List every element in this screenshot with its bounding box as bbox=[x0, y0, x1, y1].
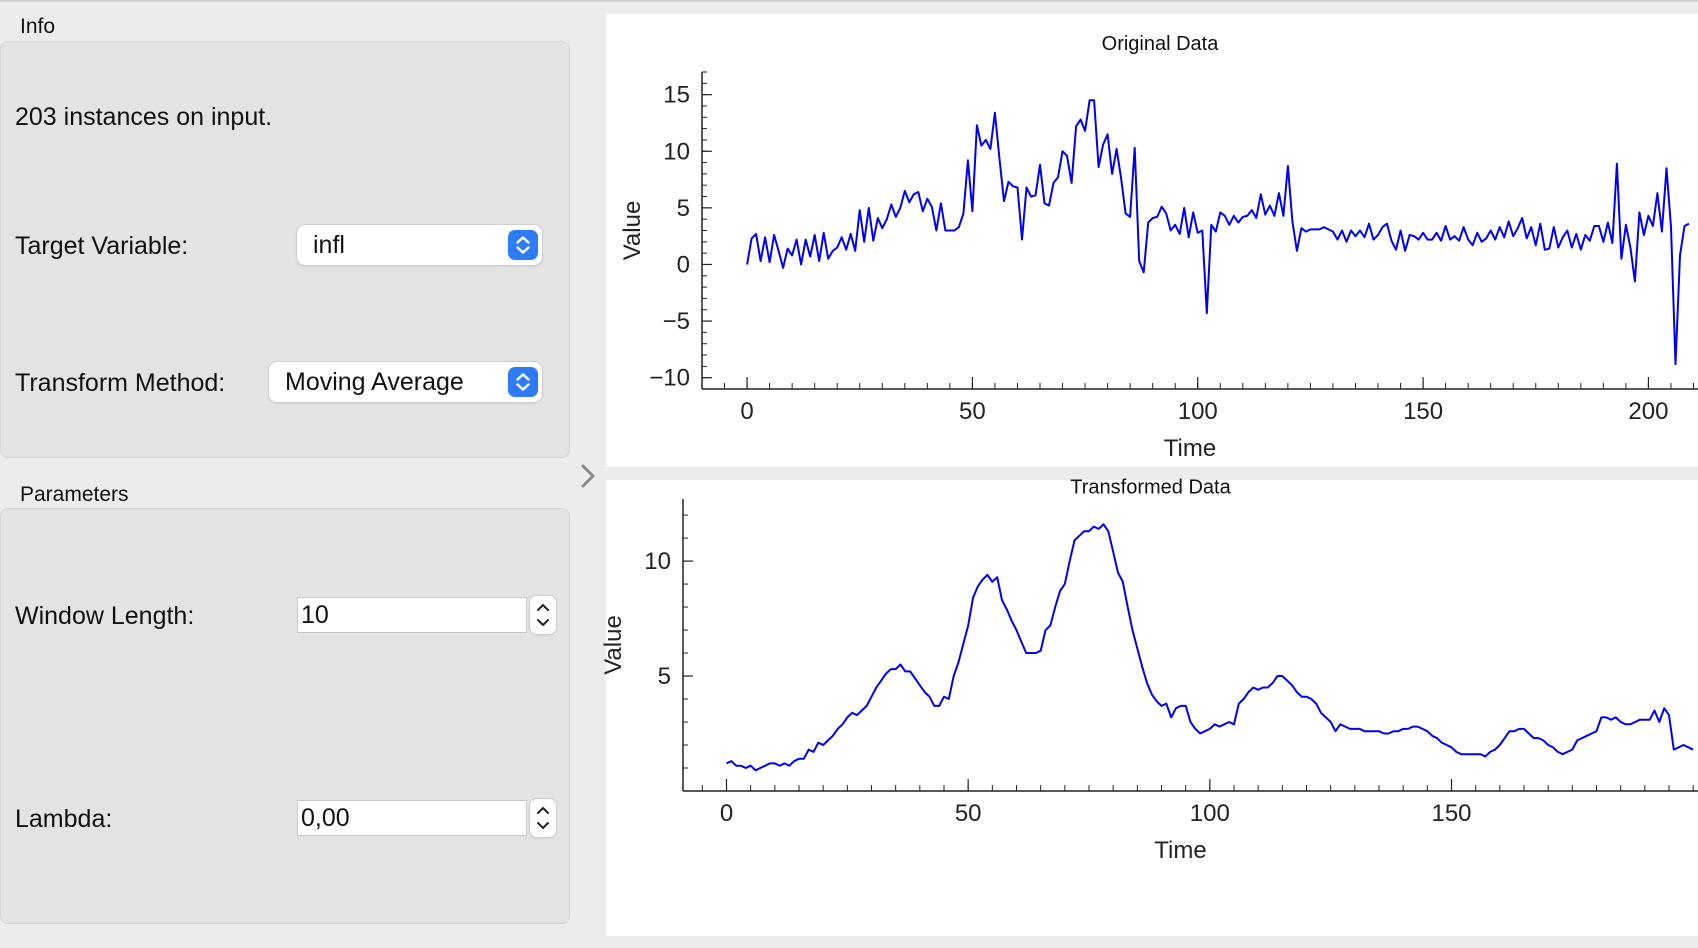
y-axis-label: Value bbox=[600, 615, 627, 675]
lambda-input[interactable]: 0,00 bbox=[298, 801, 526, 835]
original-data-chart: Original Data 0 50 100 150 200 −10 −5 0 5 10 15 Time… bbox=[619, 33, 1698, 462]
y-tick-label: 15 bbox=[663, 82, 690, 109]
y-tick-label: −10 bbox=[649, 365, 690, 392]
stepper-arrows-icon bbox=[537, 807, 549, 829]
x-tick-label: 50 bbox=[955, 800, 982, 827]
x-tick-label: 150 bbox=[1403, 398, 1443, 425]
transform-method-select[interactable]: Moving Average bbox=[269, 362, 542, 402]
select-updown-icon bbox=[508, 367, 538, 397]
x-axis-label: Time bbox=[1164, 435, 1216, 462]
x-tick-label: 150 bbox=[1431, 800, 1471, 827]
window-length-label: Window Length: bbox=[15, 602, 195, 630]
window-top-edge bbox=[0, 0, 1698, 2]
stepper-arrows-icon bbox=[537, 604, 549, 626]
y-tick-label: 0 bbox=[677, 251, 690, 278]
target-variable-label: Target Variable: bbox=[15, 232, 189, 260]
series-line bbox=[746, 99, 1690, 366]
info-group-box: 203 instances on input. Target Variable:… bbox=[0, 41, 570, 458]
y-tick-label: 10 bbox=[644, 548, 671, 575]
chart-title: Original Data bbox=[1102, 33, 1220, 55]
window-length-stepper[interactable] bbox=[530, 596, 556, 634]
x-tick-label: 100 bbox=[1178, 398, 1218, 425]
x-tick-label: 200 bbox=[1628, 398, 1668, 425]
x-tick-label: 0 bbox=[720, 800, 733, 827]
lambda-stepper[interactable] bbox=[530, 799, 556, 837]
original-data-plot[interactable]: Original Data 0 50 100 150 200 −10 −5 0 5 10 15 Time… bbox=[606, 14, 1698, 467]
x-tick-label: 50 bbox=[959, 398, 986, 425]
transform-method-label: Transform Method: bbox=[15, 369, 226, 397]
transform-method-value: Moving Average bbox=[285, 368, 464, 396]
window-length-input[interactable]: 10 bbox=[298, 598, 526, 632]
target-variable-value: infl bbox=[313, 231, 345, 259]
splitter-handle[interactable] bbox=[577, 462, 599, 490]
y-tick-label: 10 bbox=[663, 138, 690, 165]
x-tick-label: 0 bbox=[740, 398, 753, 425]
window-length-value: 10 bbox=[301, 601, 329, 629]
transformed-data-plot[interactable]: Transformed Data 0 50 100 150 5 10 Time Value bbox=[600, 477, 1698, 936]
target-variable-select[interactable]: infl bbox=[297, 225, 542, 265]
chevron-right-icon bbox=[581, 464, 595, 488]
info-group-title: Info bbox=[20, 15, 56, 38]
select-updown-icon bbox=[508, 230, 538, 260]
y-axis-label: Value bbox=[619, 201, 646, 261]
instances-status: 203 instances on input. bbox=[15, 103, 273, 131]
lambda-value: 0,00 bbox=[301, 804, 350, 832]
lambda-label: Lambda: bbox=[15, 805, 113, 833]
parameters-group-title: Parameters bbox=[20, 483, 129, 506]
x-tick-label: 100 bbox=[1190, 800, 1230, 827]
y-tick-label: 5 bbox=[677, 195, 690, 222]
series-line bbox=[726, 523, 1694, 772]
y-tick-label: −5 bbox=[663, 308, 690, 335]
chart-title: Transformed Data bbox=[1070, 477, 1231, 499]
transformed-data-chart: Transformed Data 0 50 100 150 5 10 Time Value bbox=[600, 477, 1698, 864]
x-axis-label: Time bbox=[1154, 837, 1206, 864]
parameters-group-box: Window Length: 10 Lambda: 0,00 bbox=[0, 508, 570, 924]
y-tick-label: 5 bbox=[658, 663, 671, 690]
